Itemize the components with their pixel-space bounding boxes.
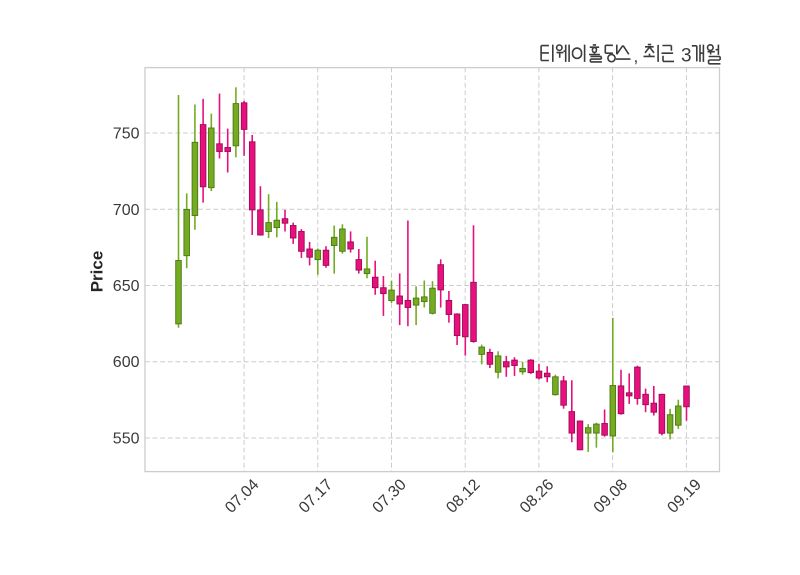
svg-text:550: 550 bbox=[113, 431, 140, 448]
svg-text:,: , bbox=[634, 47, 639, 66]
svg-text:600: 600 bbox=[113, 354, 140, 371]
svg-text:3: 3 bbox=[681, 46, 692, 67]
svg-text:Price: Price bbox=[88, 251, 107, 293]
svg-text:700: 700 bbox=[113, 202, 140, 219]
svg-text:650: 650 bbox=[113, 278, 140, 295]
svg-text:750: 750 bbox=[113, 126, 140, 143]
